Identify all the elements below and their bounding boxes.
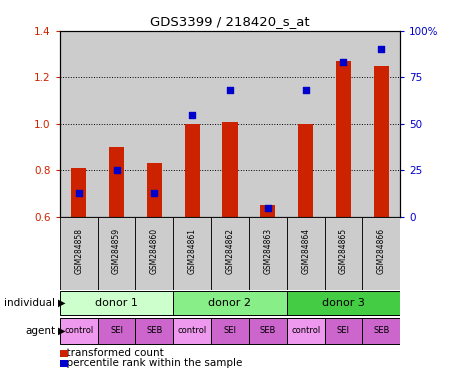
Text: donor 3: donor 3 <box>321 298 364 308</box>
Text: individual: individual <box>4 298 55 308</box>
Bar <box>286 318 324 344</box>
Point <box>75 190 82 196</box>
Text: GSM284865: GSM284865 <box>338 228 347 274</box>
Text: SEI: SEI <box>110 326 123 335</box>
Bar <box>173 291 286 316</box>
Text: control: control <box>64 326 93 335</box>
Text: GSM284860: GSM284860 <box>150 228 158 274</box>
Point <box>188 111 196 118</box>
Bar <box>173 217 211 290</box>
Text: control: control <box>291 326 319 335</box>
Text: SEB: SEB <box>372 326 389 335</box>
Bar <box>286 291 399 316</box>
Bar <box>222 121 237 217</box>
Point <box>263 205 271 211</box>
Point <box>339 59 347 65</box>
Bar <box>211 217 248 290</box>
Text: SEI: SEI <box>336 326 349 335</box>
Bar <box>362 318 399 344</box>
Text: GSM284861: GSM284861 <box>187 228 196 274</box>
Bar <box>335 61 350 217</box>
Bar <box>286 217 324 290</box>
Bar <box>324 217 362 290</box>
Bar <box>260 205 275 217</box>
Bar <box>60 217 97 290</box>
Bar <box>97 217 135 290</box>
Text: GSM284858: GSM284858 <box>74 228 83 274</box>
Bar <box>97 318 135 344</box>
Bar <box>248 217 286 290</box>
Bar <box>71 168 86 217</box>
Bar <box>109 147 124 217</box>
Bar <box>297 124 313 217</box>
Bar <box>135 318 173 344</box>
Bar <box>60 291 173 316</box>
Text: SEI: SEI <box>223 326 236 335</box>
Bar <box>135 217 173 290</box>
Bar <box>324 318 362 344</box>
Text: SEB: SEB <box>146 326 162 335</box>
Bar <box>211 318 248 344</box>
Text: control: control <box>177 326 207 335</box>
Text: GSM284862: GSM284862 <box>225 228 234 274</box>
Point <box>301 87 308 93</box>
Text: GSM284863: GSM284863 <box>263 228 272 274</box>
Bar <box>60 318 97 344</box>
Point <box>112 167 120 174</box>
Point <box>151 190 158 196</box>
Text: donor 2: donor 2 <box>208 298 251 308</box>
Point <box>226 87 233 93</box>
Bar <box>146 164 162 217</box>
Point <box>377 46 384 52</box>
Bar <box>373 66 388 217</box>
Bar <box>184 124 199 217</box>
Text: percentile rank within the sample: percentile rank within the sample <box>60 358 241 368</box>
Text: GSM284864: GSM284864 <box>301 228 309 274</box>
Bar <box>248 318 286 344</box>
Text: ▶: ▶ <box>57 326 65 336</box>
Text: SEB: SEB <box>259 326 275 335</box>
Text: donor 1: donor 1 <box>95 298 138 308</box>
Text: transformed count: transformed count <box>60 348 163 358</box>
Bar <box>362 217 399 290</box>
Bar <box>173 318 211 344</box>
Text: GSM284866: GSM284866 <box>376 228 385 274</box>
Title: GDS3399 / 218420_s_at: GDS3399 / 218420_s_at <box>150 15 309 28</box>
Text: ▶: ▶ <box>57 298 65 308</box>
Text: agent: agent <box>25 326 55 336</box>
Text: GSM284859: GSM284859 <box>112 228 121 274</box>
